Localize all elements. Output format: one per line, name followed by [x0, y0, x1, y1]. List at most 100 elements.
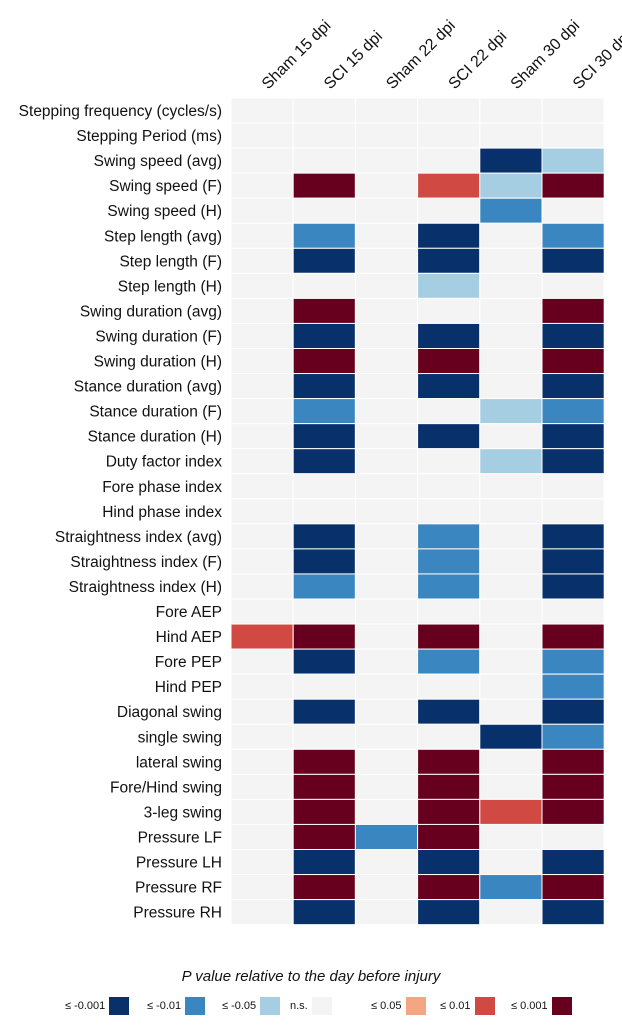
- heatmap-cell: [292, 473, 356, 500]
- row-label: Straightness index (H): [69, 579, 222, 596]
- heatmap-cell: [354, 773, 419, 800]
- row-label: Pressure LH: [136, 855, 222, 872]
- heatmap-cell: [479, 573, 543, 600]
- row-label: Pressure RH: [133, 905, 222, 922]
- heatmap-cell: [417, 272, 481, 299]
- heatmap-cell: [541, 548, 605, 575]
- heatmap-cell: [479, 222, 543, 249]
- row-label: Diagonal swing: [117, 704, 222, 721]
- heatmap-cell: [354, 473, 419, 500]
- row-label: single swing: [138, 729, 222, 746]
- heatmap-cell: [541, 849, 605, 876]
- heatmap-cell: [479, 473, 543, 500]
- heatmap-cell: [230, 197, 294, 224]
- heatmap-cell: [292, 598, 356, 625]
- heatmap-cell: [354, 247, 419, 274]
- heatmap-cell: [230, 523, 294, 550]
- column-label: SCI 30 dpi: [570, 28, 622, 93]
- row-label: Step length (H): [118, 278, 222, 295]
- row-label: Duty factor index: [106, 454, 223, 471]
- heatmap-cell: [354, 899, 419, 926]
- heatmap-cell: [354, 272, 419, 299]
- row-label: Fore PEP: [155, 654, 222, 671]
- heatmap-cell: [292, 398, 356, 425]
- heatmap-cell: [292, 122, 356, 149]
- heatmap-cell: [230, 723, 294, 750]
- row-label: Swing speed (H): [107, 203, 222, 220]
- legend-label: ≤ -0.05: [222, 1000, 257, 1012]
- heatmap-cell: [541, 498, 605, 525]
- heatmap-cell: [541, 398, 605, 425]
- heatmap-cell: [417, 899, 481, 926]
- heatmap-cell: [230, 172, 294, 199]
- heatmap-cell: [541, 673, 605, 700]
- row-label: Pressure LF: [138, 829, 222, 846]
- row-label: Stepping Period (ms): [76, 128, 222, 145]
- row-labels: Stepping frequency (cycles/s) Stepping Pe…: [19, 103, 223, 922]
- heatmap-cell: [417, 698, 481, 725]
- heatmap-cell: [292, 272, 356, 299]
- heatmap-cell: [541, 147, 605, 174]
- heatmap-cell: [417, 849, 481, 876]
- heatmap-cell: [354, 548, 419, 575]
- heatmap-cell: [417, 773, 481, 800]
- heatmap-cell: [541, 748, 605, 775]
- heatmap-cell: [541, 272, 605, 299]
- heatmap-cell: [417, 523, 481, 550]
- heatmap-cell: [354, 322, 419, 350]
- heatmap-cell: [541, 97, 605, 124]
- heatmap-chart: Stepping frequency (cycles/s) Stepping Pe…: [19, 17, 622, 926]
- heatmap-cell: [479, 523, 543, 550]
- legend-item: ≤ -0.001: [65, 995, 130, 1017]
- heatmap-cell: [292, 849, 356, 876]
- legend-swatch: [405, 997, 426, 1015]
- heatmap-cell: [230, 272, 294, 299]
- heatmap-cell: [230, 222, 294, 249]
- heatmap-cell: [230, 398, 294, 425]
- heatmap-cell: [417, 648, 481, 675]
- heatmap-cell: [479, 272, 543, 299]
- heatmap-cell: [541, 623, 605, 650]
- heatmap-cell: [354, 297, 419, 324]
- heatmap-cell: [354, 748, 419, 775]
- heatmap-cell: [292, 147, 356, 174]
- row-label: Stance duration (F): [89, 404, 222, 421]
- row-label: Swing duration (H): [94, 354, 222, 371]
- heatmap-cell: [417, 448, 481, 475]
- legend-swatch: [551, 997, 572, 1015]
- heatmap-cell: [292, 773, 356, 800]
- heatmap-cell: [230, 473, 294, 500]
- heatmap-cell: [479, 247, 543, 274]
- legend: ≤ -0.001 ≤ -0.01 ≤ -0.05 n.s. ≤ 0.05 ≤ 0.01 ≤ …: [0, 995, 622, 1021]
- heatmap-cell: [230, 573, 294, 600]
- legend-label: ≤ -0.001: [65, 1000, 106, 1012]
- heatmap-cell: [354, 197, 419, 224]
- heatmap-cell: [417, 322, 481, 350]
- legend-swatch: [185, 997, 206, 1015]
- heatmap-cell: [479, 773, 543, 800]
- legend-item: ≤ 0.01: [440, 995, 495, 1017]
- heatmap-cell: [417, 598, 481, 625]
- heatmap-cell: [541, 648, 605, 675]
- legend-title: P value relative to the day before injur…: [181, 968, 441, 985]
- heatmap-cell: [292, 823, 356, 851]
- heatmap-cell: [230, 849, 294, 876]
- heatmap-cell: [292, 899, 356, 926]
- row-label: Hind PEP: [155, 679, 222, 696]
- heatmap-cell: [541, 423, 605, 450]
- heatmap-cell: [292, 197, 356, 224]
- heatmap-cell: [479, 172, 543, 199]
- heatmap-cell: [417, 222, 481, 249]
- heatmap-cell: [541, 172, 605, 199]
- heatmap-cell: [354, 849, 419, 876]
- heatmap-cell: [292, 698, 356, 725]
- heatmap-cell: [541, 823, 605, 851]
- heatmap-cell: [230, 698, 294, 725]
- heatmap-cell: [417, 197, 481, 224]
- row-label: Stepping frequency (cycles/s): [19, 103, 222, 120]
- heatmap-cell: [479, 849, 543, 876]
- heatmap-cell: [541, 798, 605, 825]
- heatmap-cell: [292, 373, 356, 400]
- heatmap-cell: [541, 598, 605, 625]
- row-label: Hind phase index: [102, 504, 222, 521]
